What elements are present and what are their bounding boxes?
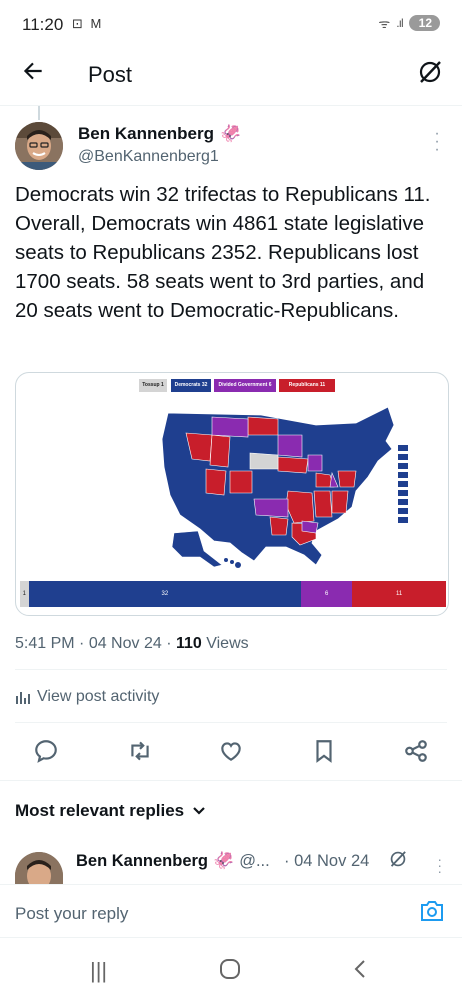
legend-divided: Divided Government 6 (214, 379, 276, 392)
reply-author[interactable]: Ben Kannenberg 🦑 @... (76, 851, 270, 871)
replies-heading[interactable]: Most relevant replies (15, 801, 185, 820)
legend-democrats: Democrats 32 (171, 379, 211, 392)
author-name-text[interactable]: Ben Kannenberg (78, 124, 215, 143)
thread-connector (38, 106, 40, 120)
reply-author-name[interactable]: Ben Kannenberg (76, 851, 209, 870)
signal-icon: .ıl (396, 16, 403, 30)
activity-label[interactable]: View post activity (37, 688, 160, 705)
reply-more-options-icon[interactable]: · · · (437, 851, 442, 879)
wifi-icon: ᯤ (378, 16, 391, 31)
divider (15, 722, 447, 723)
seat-distribution-bar: 1 32 6 11 (20, 581, 446, 607)
view-post-activity-link[interactable]: View post activity (15, 688, 159, 706)
us-trifecta-map (161, 406, 408, 568)
grok-icon[interactable] (388, 849, 410, 871)
more-options-icon[interactable]: · · · (434, 125, 440, 158)
home-icon[interactable] (219, 958, 241, 986)
status-time: 11:20 (22, 15, 64, 34)
views-label: Views (206, 635, 249, 652)
grok-icon[interactable] (416, 58, 446, 88)
post-actions (0, 734, 462, 774)
reply-author-handle[interactable]: @... (239, 851, 270, 870)
header-divider (0, 105, 462, 106)
divider (0, 780, 462, 781)
status-bar: 11:20 ⊡ M ᯤ .ıl 12 (0, 0, 462, 48)
octopus-emoji-icon: 🦑 (213, 851, 235, 870)
author-name[interactable]: Ben Kannenberg 🦑 (78, 124, 241, 144)
post-text: Democrats win 32 trifectas to Republican… (15, 183, 431, 322)
battery-indicator: 12 (408, 15, 440, 31)
post-meta: 5:41 PM · 04 Nov 24 · 110 Views (15, 635, 249, 652)
share-icon[interactable] (403, 738, 433, 768)
status-indicators: ᯤ .ıl 12 (378, 14, 440, 32)
top-app-bar: Post (0, 50, 462, 102)
back-arrow-icon[interactable] (20, 58, 52, 90)
legend-tossup: Tossup 1 (139, 379, 167, 392)
repost-icon[interactable] (127, 738, 157, 768)
seat-bar-segment-divided: 6 (301, 581, 353, 607)
camera-icon[interactable] (420, 900, 446, 924)
analytics-icon (16, 692, 30, 704)
replies-sort-dropdown[interactable]: Most relevant replies (15, 801, 206, 821)
reply-avatar[interactable] (15, 852, 63, 886)
system-navigation-bar: ||| (0, 940, 462, 1000)
avatar[interactable] (15, 122, 63, 170)
author-handle[interactable]: @BenKannenberg1 (78, 148, 219, 165)
post-time: 5:41 PM (15, 635, 75, 652)
reply-date: · 04 Nov 24 (284, 852, 370, 870)
system-back-icon[interactable] (352, 958, 368, 986)
views-count: 110 (175, 635, 202, 652)
notification-icons: ⊡ M (72, 16, 104, 31)
octopus-emoji-icon: 🦑 (220, 124, 242, 143)
reply-composer: Post your reply (0, 884, 462, 938)
seat-bar-segment-tossup: 1 (20, 581, 29, 607)
legend-republicans: Republicans 11 (279, 379, 335, 392)
post-media-image[interactable]: Tossup 1 Democrats 32 Divided Government… (15, 372, 449, 616)
page-title: Post (88, 62, 133, 87)
seat-bar-segment-republicans: 11 (352, 581, 446, 607)
like-heart-icon[interactable] (218, 738, 248, 768)
post-date: 04 Nov 24 (88, 635, 162, 652)
seat-bar-segment-democrats: 32 (28, 581, 302, 607)
bookmark-icon[interactable] (311, 738, 341, 768)
chevron-down-icon (193, 807, 205, 815)
divider (15, 669, 447, 670)
map-legend: Tossup 1 Democrats 32 Divided Government… (16, 379, 448, 395)
recent-apps-icon[interactable]: ||| (90, 958, 108, 983)
reply-input[interactable]: Post your reply (15, 904, 129, 923)
reply-icon[interactable] (33, 738, 63, 768)
